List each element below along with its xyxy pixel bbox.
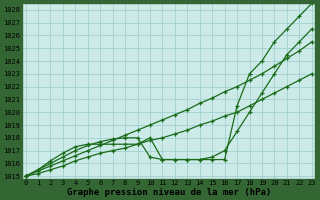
X-axis label: Graphe pression niveau de la mer (hPa): Graphe pression niveau de la mer (hPa): [67, 188, 271, 197]
